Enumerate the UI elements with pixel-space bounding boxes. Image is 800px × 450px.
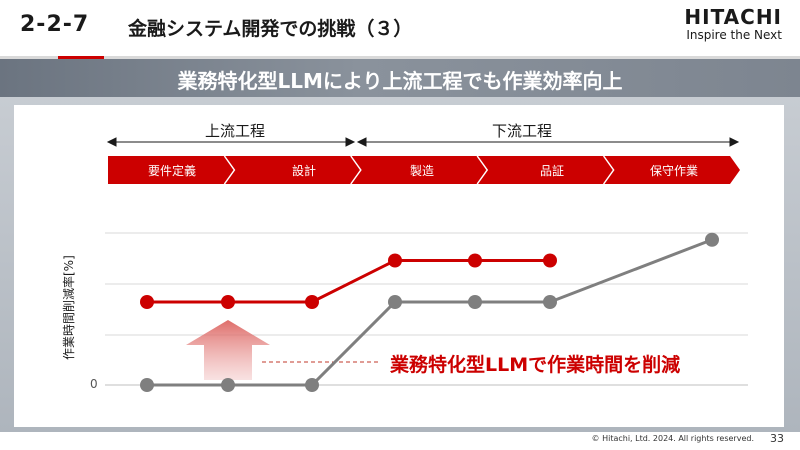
series-1-point-1 [221,378,235,392]
series-line-0 [147,259,550,304]
series-1-point-4 [468,295,482,309]
copyright-text: © Hitachi, Ltd. 2024. All rights reserve… [591,434,754,443]
brand-name: HITACHI [684,5,782,29]
process-step-divider [602,155,615,185]
subtitle-banner-text: 業務特化型LLMにより上流工程でも作業効率向上 [177,69,623,93]
step-label-requirements: 要件定義 [147,164,196,178]
series-0-point-4 [468,253,482,268]
step-label-design: 設計 [291,164,316,178]
series-0-point-0 [140,295,154,309]
series-1-point-0 [140,378,154,392]
slide-title: 金融システム開発での挑戦（３） [128,18,413,40]
series-1-point-2 [305,378,319,392]
series-1-point-5 [543,295,557,309]
series-0-point-3 [388,253,402,268]
slide-header: 2-2-7 金融システム開発での挑戦（３） HITACHI Inspire th… [0,0,800,56]
page-number: 33 [770,432,784,445]
series-0-point-5 [543,253,557,268]
header-accent-bar [58,56,104,59]
step-label-manufacturing: 製造 [409,164,434,178]
callout-text: 業務特化型LLMで作業時間を削減 [390,354,681,376]
y-tick-label-zero: 0 [90,377,98,391]
section-number: 2-2-7 [20,12,90,37]
series-0-point-1 [221,295,235,309]
series-0-point-2 [305,295,319,309]
step-label-maintenance: 保守作業 [649,164,698,178]
header-divider [0,56,800,59]
y-axis-label: 作業時間削減率[%] [62,255,76,360]
series-1-point-3 [388,295,402,309]
brand-tagline: Inspire the Next [686,28,782,42]
process-step-divider [223,155,236,185]
subtitle-banner [0,59,800,97]
brand-logo: HITACHI Inspire the Next [684,6,782,42]
series-1-point-6 [705,232,719,247]
process-bar [108,156,740,184]
process-step-divider [350,155,362,185]
slide-footer [0,432,800,450]
phase-label-upstream: 上流工程 [205,122,266,140]
process-step-divider [476,155,489,185]
step-label-quality: 品証 [539,164,564,178]
phase-label-downstream: 下流工程 [492,122,553,140]
